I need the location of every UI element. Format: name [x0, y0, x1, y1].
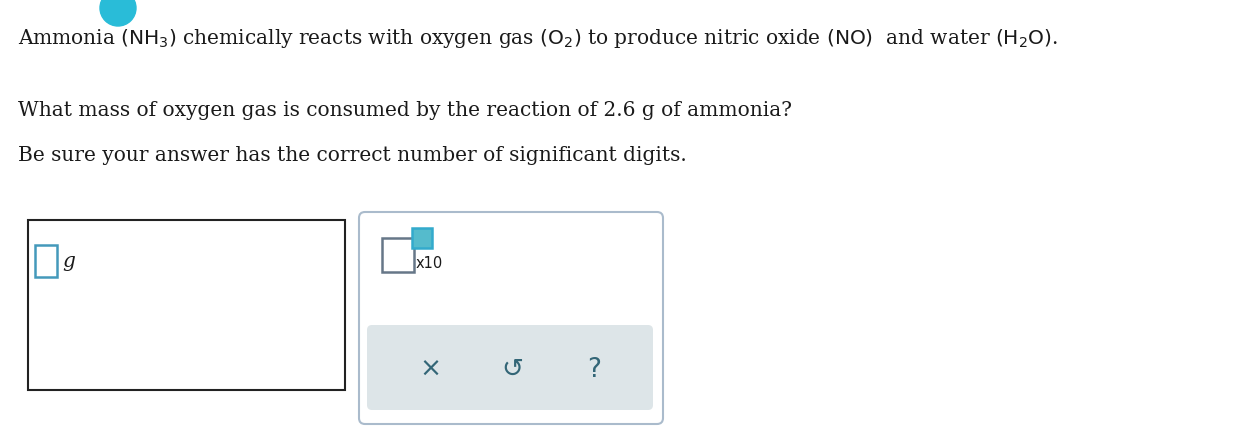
Bar	[35, 245, 56, 277]
FancyBboxPatch shape	[359, 212, 663, 424]
Text: Be sure your answer has the correct number of significant digits.: Be sure your answer has the correct numb…	[18, 146, 687, 164]
Circle shape	[100, 0, 135, 26]
Text: ?: ?	[587, 357, 601, 383]
Text: ×: ×	[419, 357, 441, 383]
Bar	[382, 238, 414, 272]
Text: g: g	[61, 252, 75, 270]
Text: ↺: ↺	[500, 357, 523, 383]
Bar	[413, 228, 431, 248]
Bar	[28, 220, 345, 390]
FancyBboxPatch shape	[367, 325, 653, 410]
Text: x10: x10	[416, 255, 443, 270]
Text: What mass of oxygen gas is consumed by the reaction of 2.6 g of ammonia?: What mass of oxygen gas is consumed by t…	[18, 101, 793, 119]
Text: Ammonia $\left(\mathrm{NH_3}\right)$ chemically reacts with oxygen gas $\left(\m: Ammonia $\left(\mathrm{NH_3}\right)$ che…	[18, 27, 1058, 50]
